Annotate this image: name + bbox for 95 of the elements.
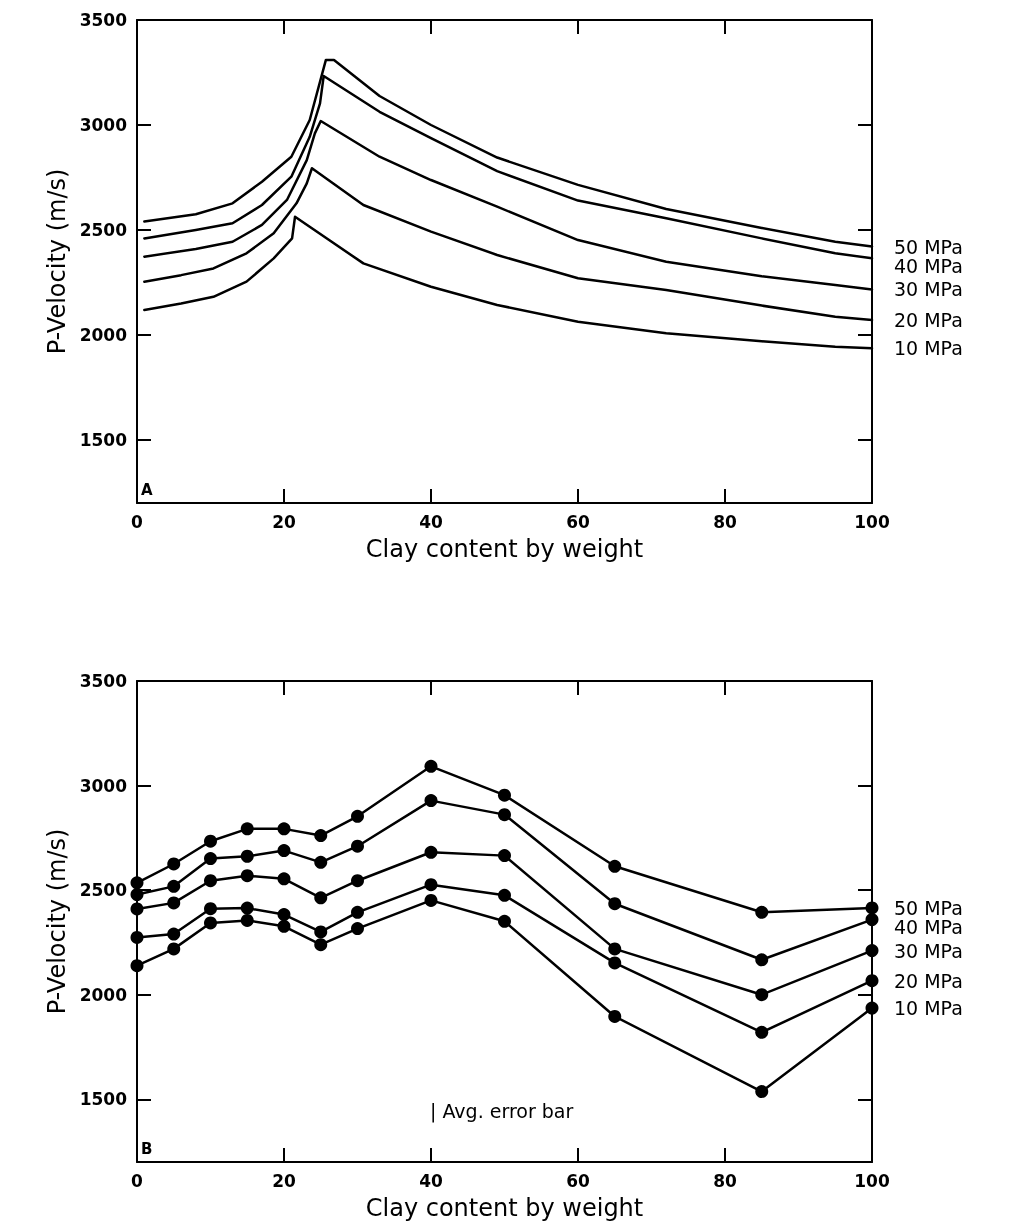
y-tick-label: 1500 bbox=[79, 1089, 128, 1110]
point bbox=[865, 944, 879, 958]
point bbox=[277, 822, 291, 836]
point bbox=[314, 925, 328, 939]
point bbox=[167, 942, 181, 956]
point bbox=[167, 927, 181, 941]
point bbox=[755, 1085, 769, 1099]
point bbox=[608, 956, 622, 970]
x-axis-title: Clay content by weight bbox=[365, 1194, 644, 1222]
point bbox=[424, 759, 438, 773]
point bbox=[755, 953, 769, 967]
series-label: 30 MPa bbox=[894, 278, 963, 301]
x-tick-label: 60 bbox=[566, 511, 590, 532]
x-tick-label: 80 bbox=[713, 1170, 737, 1191]
annotation: B bbox=[141, 1139, 153, 1158]
point bbox=[755, 988, 769, 1002]
legend-label: 10 MPa bbox=[894, 337, 963, 360]
x-tick-label: 0 bbox=[131, 1170, 144, 1191]
point bbox=[240, 869, 254, 883]
point bbox=[608, 859, 622, 873]
point bbox=[204, 834, 217, 848]
legend-label: 10 MPa bbox=[894, 997, 963, 1020]
y-tick-label: 2000 bbox=[79, 325, 128, 345]
x-tick-label: 80 bbox=[713, 511, 737, 532]
series-label: 30 MPa bbox=[894, 939, 963, 962]
point bbox=[314, 938, 328, 952]
point bbox=[865, 901, 879, 915]
point bbox=[204, 902, 217, 916]
point bbox=[865, 1001, 879, 1015]
point bbox=[865, 974, 879, 988]
point bbox=[351, 874, 364, 888]
y-tick-label: 1500 bbox=[79, 430, 128, 450]
point bbox=[498, 808, 511, 822]
point bbox=[351, 809, 364, 823]
x-axis-title: Clay content by weight bbox=[365, 535, 644, 563]
y-tick-label: 3000 bbox=[79, 775, 128, 796]
point bbox=[167, 879, 181, 893]
point bbox=[240, 913, 254, 927]
y-tick-label: 3000 bbox=[79, 115, 128, 135]
x-tick-label: 20 bbox=[272, 1170, 296, 1191]
series-label: 20 MPa bbox=[894, 309, 963, 332]
y-axis-title: P-Velocity (m/s) bbox=[42, 168, 71, 355]
annotation: A bbox=[141, 480, 153, 499]
x-tick-label: 20 bbox=[272, 511, 296, 532]
point bbox=[314, 855, 328, 869]
point bbox=[130, 902, 144, 916]
point bbox=[277, 844, 291, 858]
point bbox=[424, 794, 438, 808]
point bbox=[351, 905, 364, 919]
point bbox=[167, 896, 181, 910]
point bbox=[608, 942, 622, 956]
y-tick-label: 2500 bbox=[79, 220, 128, 240]
point bbox=[424, 878, 438, 892]
point bbox=[424, 893, 438, 907]
point bbox=[240, 849, 254, 863]
point bbox=[314, 829, 328, 843]
point bbox=[130, 876, 144, 890]
point bbox=[240, 822, 254, 836]
series-label: 20 MPa bbox=[894, 969, 963, 992]
point bbox=[755, 905, 769, 919]
point bbox=[240, 901, 254, 915]
point bbox=[608, 897, 622, 911]
y-tick-label: 2000 bbox=[79, 984, 128, 1005]
point bbox=[498, 914, 511, 928]
point bbox=[755, 1025, 769, 1039]
point bbox=[130, 888, 144, 902]
x-tick-label: 40 bbox=[419, 1170, 443, 1191]
point bbox=[204, 874, 217, 888]
x-tick-label: 100 bbox=[854, 511, 890, 532]
point bbox=[424, 845, 438, 859]
point bbox=[608, 1009, 622, 1023]
x-tick-label: 100 bbox=[854, 1170, 890, 1191]
point bbox=[277, 908, 291, 922]
point bbox=[167, 857, 181, 871]
point bbox=[314, 891, 328, 905]
point bbox=[204, 916, 217, 930]
y-tick-label: 3500 bbox=[79, 10, 128, 30]
x-tick-label: 60 bbox=[566, 1170, 590, 1191]
point bbox=[130, 930, 144, 944]
x-tick-label: 0 bbox=[131, 511, 144, 532]
point bbox=[498, 849, 511, 863]
y-tick-label: 2500 bbox=[79, 880, 128, 901]
point bbox=[130, 959, 144, 973]
point bbox=[351, 922, 364, 936]
point bbox=[277, 872, 291, 886]
x-tick-label: 40 bbox=[419, 511, 443, 532]
point bbox=[204, 852, 217, 866]
point bbox=[277, 919, 291, 933]
point bbox=[865, 913, 879, 927]
y-tick-label: 3500 bbox=[79, 671, 128, 691]
point bbox=[351, 839, 364, 853]
annotation: | Avg. error bar bbox=[430, 1099, 574, 1123]
y-axis-title: P-Velocity (m/s) bbox=[42, 828, 71, 1015]
point bbox=[498, 888, 511, 902]
point bbox=[498, 788, 511, 802]
